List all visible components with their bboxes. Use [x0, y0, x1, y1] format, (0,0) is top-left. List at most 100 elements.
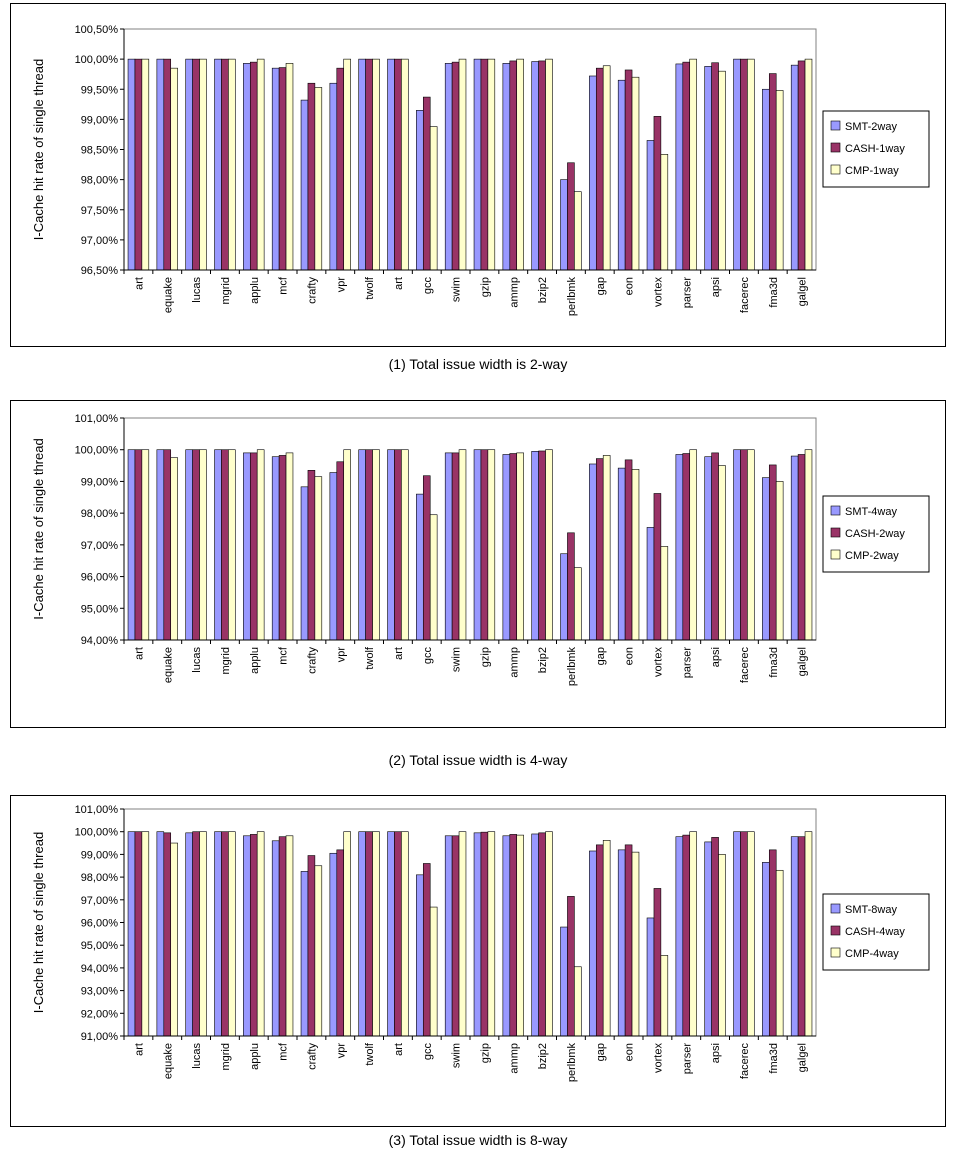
chart-2-x-tick-label: applu	[249, 647, 261, 674]
chart-3-bar-cmp	[314, 865, 323, 1037]
chart-2-bar-smt	[704, 456, 712, 641]
chart-3-bar-smt	[358, 831, 366, 1037]
chart-3-x-tick-label: gcc	[422, 1043, 434, 1061]
chart-2-bar-cash	[307, 470, 316, 641]
chart-3-y-tick-label: 92,00%	[81, 1008, 119, 1020]
chart-3-bar-cmp	[602, 840, 611, 1037]
chart-3-bar-cash	[336, 849, 345, 1037]
chart-3-legend-label-cash: CASH-4way	[845, 926, 905, 938]
chart-3-bar-cash	[394, 831, 402, 1037]
chart-3-bar-cmp	[401, 831, 409, 1037]
chart-2-bar-smt	[646, 527, 655, 641]
chart-1-x-tick-label: perlbmk	[566, 277, 578, 317]
chart-2-y-tick-label: 95,00%	[81, 603, 119, 615]
chart-2-bar-cash	[538, 450, 546, 641]
chart-3-x-tick-label: mcf	[278, 1042, 290, 1061]
chart-1-y-tick-label: 98,00%	[81, 175, 119, 187]
chart-1-x-tick-label: parser	[681, 277, 693, 309]
chart-2-bar-cmp	[199, 449, 207, 641]
chart-1-bar-cmp	[343, 58, 351, 271]
chart-1-bar-cash	[422, 96, 431, 271]
chart-1-bar-cmp	[545, 58, 553, 271]
chart-2-y-tick-label: 99,00%	[81, 476, 119, 488]
chart-2-x-tick-label: galgel	[797, 647, 809, 676]
chart-2-bar-cmp	[314, 476, 323, 641]
chart-2-bar-smt	[127, 449, 136, 641]
chart-1-x-tick-label: eon	[624, 277, 636, 295]
chart-1-bar-cmp	[574, 191, 582, 271]
chart-2-bar-cmp	[372, 449, 380, 641]
chart-1-y-tick-label: 96,50%	[81, 265, 119, 277]
chart-2-legend-box	[822, 495, 930, 573]
chart-2-bar-cash	[336, 461, 345, 641]
chart-3-y-tick-label: 91,00%	[81, 1031, 119, 1043]
chart-3-bar-cmp	[458, 831, 467, 1037]
chart-1-bar-smt	[617, 79, 626, 271]
chart-3-bar-smt	[329, 852, 338, 1037]
chart-1-x-tick-label: fma3d	[768, 277, 780, 308]
chart-1-bar-cash	[221, 58, 229, 271]
chart-3-bar-cmp	[689, 831, 697, 1037]
chart-2-x-tick-label: perlbmk	[566, 647, 578, 687]
chart-2-x-tick-label: lucas	[191, 647, 203, 673]
chart-3-x-tick-label: eon	[624, 1043, 636, 1061]
chart-1-legend-label-cmp: CMP-1way	[845, 165, 899, 177]
chart-3-x-tick-label: mgrid	[220, 1043, 232, 1071]
chart-2-bar-cmp	[775, 481, 784, 641]
chart-2-bar-cmp	[747, 449, 755, 641]
chart-3-bar-cmp	[775, 869, 784, 1037]
chart-1-bar-smt	[704, 66, 712, 271]
chart-1-bar-smt	[733, 58, 741, 271]
chart-1-bar-smt	[531, 61, 539, 271]
chart-3-legend-label-smt: SMT-8way	[845, 904, 897, 916]
chart-2-y-tick-label: 96,00%	[81, 572, 119, 584]
chart-2-x-tick-label: gcc	[422, 647, 434, 665]
chart-1-bar-cash	[278, 67, 287, 271]
chart-frame-3: 91,00% 92,00% 93,00% 94,00% 95,00% 96,00% 97,0…	[10, 795, 946, 1127]
chart-3-x-tick-label: applu	[249, 1043, 261, 1070]
chart-3-x-tick-label: galgel	[797, 1043, 809, 1072]
chart-2-bar-cmp	[285, 452, 294, 641]
chart-3-x-tick-label: crafty	[306, 1043, 318, 1070]
chart-1-bar-cmp	[718, 70, 726, 271]
chart-2-x-tick-label: crafty	[306, 647, 318, 674]
chart-1-bar-smt	[416, 110, 424, 271]
chart-2-legend-label-cash: CASH-2way	[845, 528, 905, 540]
chart-1-bar-cash	[509, 60, 518, 271]
chart-2-bar-smt	[387, 449, 395, 641]
chart-1-x-tick-label: apsi	[710, 277, 722, 297]
chart-1-x-tick-label: twolf	[364, 276, 376, 300]
chart-2-bar-cmp	[516, 452, 524, 641]
chart-1-bar-cmp	[689, 58, 697, 271]
chart-2-legend-label-cmp: CMP-2way	[845, 550, 899, 562]
chart-3-bar-cash	[221, 831, 229, 1037]
chart-3-y-tick-label: 98,00%	[81, 872, 119, 884]
chart-3-bar-cmp	[141, 831, 150, 1037]
chart-2-bar-cash	[192, 449, 200, 641]
chart-1-bar-cash	[768, 73, 777, 271]
chart-2-bar-cmp	[343, 449, 351, 641]
chart-2-x-tick-label: mcf	[278, 646, 290, 665]
chart-2-bar-cmp	[574, 567, 582, 641]
chart-3-x-tick-label: fma3d	[768, 1043, 780, 1074]
chart-1-x-tick-label: lucas	[191, 277, 203, 303]
chart-1-x-tick-label: gcc	[422, 277, 434, 295]
chart-1-bar-smt	[329, 82, 338, 271]
chart-3-bar-smt	[473, 832, 482, 1037]
chart-2-x-tick-label: gap	[595, 647, 607, 665]
chart-3-y-tick-label: 101,00%	[75, 804, 119, 816]
chart-1-bar-cash	[192, 58, 200, 271]
chart-3-bar-cash	[249, 834, 258, 1037]
chart-3-bar-cash	[134, 831, 143, 1037]
chart-3-bar-cmp	[228, 831, 236, 1037]
chart-2-bar-smt	[531, 450, 539, 641]
chart-3-bar-cmp	[256, 831, 265, 1037]
chart-3-bar-cash	[307, 855, 316, 1037]
chart-1-bar-cash	[365, 58, 373, 271]
chart-1-bar-cash	[740, 58, 748, 271]
chart-1-bar-cmp	[775, 90, 784, 271]
chart-1-bar-smt	[185, 58, 193, 271]
chart-1-bar-smt	[387, 58, 395, 271]
chart-2-bar-cmp	[689, 449, 697, 641]
chart-3-x-tick-label: swim	[451, 1043, 463, 1068]
